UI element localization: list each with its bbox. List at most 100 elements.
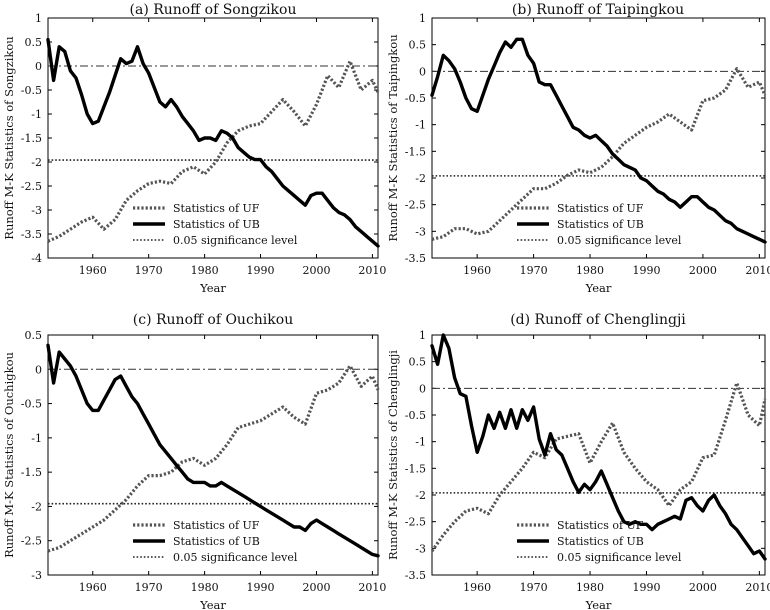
y-tick-label: 1 <box>419 329 426 342</box>
x-tick-label: 1970 <box>135 581 163 594</box>
y-tick-label: -3 <box>415 542 426 555</box>
y-tick-label: 0.5 <box>25 329 43 342</box>
y-tick-label: -2 <box>31 500 42 513</box>
legend-label: 0.05 significance level <box>173 234 298 247</box>
y-tick-label: -0.5 <box>21 398 42 411</box>
chart-panel-1: (a) Runoff of Songzikou 1 0.5 0 -0.5 -1 -1.5 -2… <box>2 2 386 295</box>
x-tick-label: 2010 <box>745 581 770 594</box>
y-axis-title: Runoff M-K Statistics of Chenglingji <box>386 350 400 560</box>
y-tick-label: -3.5 <box>21 228 42 241</box>
y-tick-label: -4 <box>31 252 42 265</box>
x-tick-label: 1990 <box>632 581 660 594</box>
x-tick-label: 1970 <box>135 264 163 277</box>
x-tick-label: 1980 <box>576 581 604 594</box>
legend-label: Statistics of UF <box>557 519 644 532</box>
chart-title: (d) Runoff of Chenglingji <box>510 312 686 328</box>
legend-label: Statistics of UB <box>173 218 260 231</box>
legend: Statistics of UF Statistics of UB 0.05 sig… <box>133 202 298 247</box>
chart-title: (c) Runoff of Ouchikou <box>133 312 293 328</box>
x-tick-label: 1990 <box>632 264 660 277</box>
legend-label: Statistics of UB <box>557 535 644 548</box>
chart-title: (a) Runoff of Songzikou <box>130 2 297 18</box>
x-tick-label: 1990 <box>247 581 275 594</box>
series-line-uf <box>431 67 767 241</box>
legend-label: Statistics of UF <box>557 202 644 215</box>
x-tick-label: 2000 <box>689 264 717 277</box>
chart-panel-3: (c) Runoff of Ouchikou 0.5 0 -0.5 -1 -1.5 -2 -2… <box>2 312 386 610</box>
y-tick-label: -1 <box>31 108 42 121</box>
y-tick-label: 0.5 <box>409 356 427 369</box>
y-tick-label: -3 <box>31 569 42 582</box>
chart-title: (b) Runoff of Taipingkou <box>512 2 684 18</box>
legend: Statistics of UF Statistics of UB 0.05 sig… <box>517 519 682 564</box>
y-tick-label: -1.5 <box>21 132 42 145</box>
legend-label: Statistics of UB <box>173 535 260 548</box>
y-tick-label: 0 <box>419 382 426 395</box>
x-axis-title: Year <box>585 281 612 295</box>
plot-frame <box>47 334 379 576</box>
x-tick-label: 1960 <box>463 264 491 277</box>
legend-label: Statistics of UB <box>557 218 644 231</box>
y-tick-label: -1.5 <box>21 466 42 479</box>
series-line-uf <box>47 59 380 243</box>
x-tick-label: 1980 <box>576 264 604 277</box>
y-tick-label: -0.5 <box>405 409 426 422</box>
x-tick-label: 2010 <box>745 264 770 277</box>
series-line-uf <box>430 381 767 552</box>
legend-label: 0.05 significance level <box>173 551 298 564</box>
y-tick-label: -3 <box>415 225 426 238</box>
x-tick-label: 1960 <box>463 581 491 594</box>
legend-label: Statistics of UF <box>173 519 260 532</box>
series-line-ub <box>46 343 380 558</box>
legend-label: 0.05 significance level <box>557 551 682 564</box>
y-tick-label: -2.5 <box>405 199 426 212</box>
x-tick-label: 1960 <box>79 581 107 594</box>
series-line-uf <box>47 364 380 553</box>
x-tick-label: 2010 <box>358 264 386 277</box>
y-axis-title: Runoff M-K Statistics of Ouchigkou <box>2 352 16 558</box>
legend-label: Statistics of UF <box>173 202 260 215</box>
y-tick-label: -3 <box>31 204 42 217</box>
x-tick-label: 2000 <box>302 264 330 277</box>
y-tick-label: 0 <box>35 60 42 73</box>
plot-frame <box>431 17 766 259</box>
series-line-ub <box>46 37 380 248</box>
x-tick-label: 2000 <box>302 581 330 594</box>
series-line-ub <box>430 37 767 244</box>
y-tick-label: 1 <box>35 12 42 25</box>
x-tick-label: 1970 <box>520 581 548 594</box>
x-tick-label: 2000 <box>689 581 717 594</box>
y-tick-label: -2 <box>415 172 426 185</box>
y-tick-label: -0.5 <box>21 84 42 97</box>
y-tick-label: 0 <box>419 65 426 78</box>
y-tick-label: 0 <box>35 363 42 376</box>
y-tick-label: -0.5 <box>405 92 426 105</box>
legend: Statistics of UF Statistics of UB 0.05 sig… <box>517 202 682 247</box>
legend: Statistics of UF Statistics of UB 0.05 sig… <box>133 519 298 564</box>
y-tick-label: -1 <box>31 432 42 445</box>
y-tick-label: -3.5 <box>405 252 426 265</box>
x-tick-label: 2010 <box>358 581 386 594</box>
x-tick-label: 1990 <box>247 264 275 277</box>
y-axis-title: Runoff M-K Statistics of Taipingkou <box>386 34 400 241</box>
x-axis-title: Year <box>199 281 226 295</box>
y-tick-label: -1.5 <box>405 145 426 158</box>
y-tick-label: 1 <box>419 12 426 25</box>
y-tick-label: -2.5 <box>21 535 42 548</box>
legend-label: 0.05 significance level <box>557 234 682 247</box>
chart-panel-4: (d) Runoff of Chenglingji 1 0.5 0 -0.5 -1 -1.5… <box>386 312 770 610</box>
x-tick-label: 1980 <box>191 264 219 277</box>
y-tick-label: -1 <box>415 119 426 132</box>
series-line-ub <box>430 333 767 561</box>
y-tick-label: -2 <box>31 156 42 169</box>
y-tick-label: -2.5 <box>21 180 42 193</box>
y-tick-label: -2 <box>415 489 426 502</box>
x-tick-label: 1980 <box>191 581 219 594</box>
x-axis-title: Year <box>199 598 226 610</box>
x-axis-title: Year <box>585 598 612 610</box>
y-tick-label: -3.5 <box>405 569 426 582</box>
y-tick-label: -1.5 <box>405 462 426 475</box>
y-tick-label: -2.5 <box>405 516 426 529</box>
y-tick-label: -1 <box>415 436 426 449</box>
